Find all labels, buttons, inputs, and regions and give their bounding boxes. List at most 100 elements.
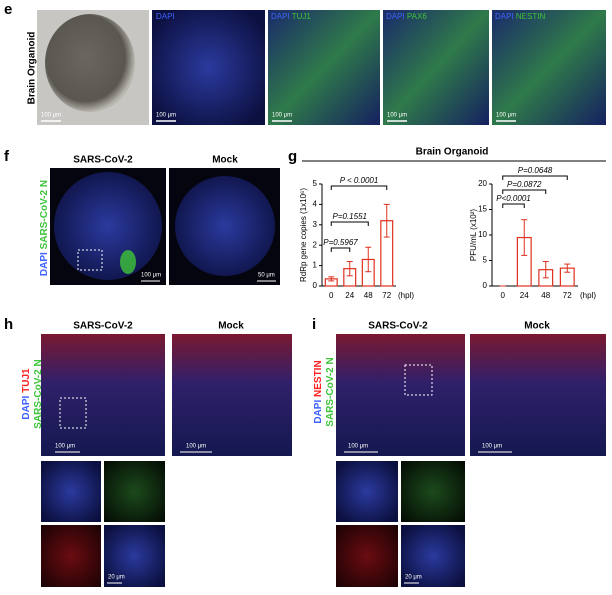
sig-bracket — [502, 175, 568, 180]
scale-label: 100 μm — [55, 444, 75, 450]
y-tick-label: 3 — [313, 220, 318, 229]
error-bar — [365, 246, 372, 273]
inset-box — [59, 397, 87, 429]
infected-region — [120, 250, 136, 274]
panel-label: i — [312, 316, 316, 333]
column-title: SARS-CoV-2 — [73, 321, 133, 332]
organoid — [45, 14, 135, 112]
stain: DAPI — [39, 252, 50, 276]
sig-label: P < 0.0001 — [340, 176, 379, 185]
sig-bracket — [502, 189, 547, 194]
scale-label: 100 μm — [141, 273, 161, 279]
scale-label: 100 μm — [272, 113, 292, 119]
inset-box — [404, 364, 433, 396]
image — [470, 334, 606, 456]
y-tick-label: 20 — [478, 179, 487, 188]
stain: PAX6 — [407, 12, 427, 21]
organoid — [175, 176, 275, 276]
x-unit: (hpl) — [580, 291, 596, 300]
y-tick-label: 0 — [313, 281, 318, 290]
y-tick-label: 5 — [483, 256, 488, 265]
error-bar — [383, 203, 390, 238]
side-label: DAPI TUJ1 — [21, 368, 32, 420]
scale-label: 100 μm — [156, 113, 176, 119]
x-tick-label: 48 — [541, 291, 550, 300]
sig-label: P=0.1551 — [333, 212, 367, 221]
stain: NESTIN — [313, 360, 324, 397]
y-axis-label: PFU/mL (x10²) — [469, 209, 478, 261]
y-tick-label: 0 — [483, 281, 488, 290]
stain-label: DAPI NESTIN — [495, 12, 545, 21]
stain: SARS-CoV-2 N — [33, 359, 44, 428]
row-label: Brain Organoid — [27, 32, 38, 105]
y-tick-label: 10 — [478, 230, 487, 239]
image — [268, 10, 380, 125]
column-title: Mock — [218, 321, 244, 332]
y-tick-label: 5 — [313, 179, 318, 188]
sig-label: P=0.0648 — [518, 166, 553, 175]
stain: TUJ1 — [292, 12, 312, 21]
scale-label: 20 μm — [405, 575, 422, 581]
column-title: Mock — [212, 155, 238, 166]
x-tick-label: 24 — [345, 291, 354, 300]
error-bar — [521, 219, 528, 256]
sig-bracket — [330, 221, 369, 226]
zoom-image — [41, 461, 101, 522]
sig-bracket — [330, 247, 351, 252]
stain: DAPI — [495, 12, 514, 21]
image — [41, 334, 165, 456]
zoom-image — [104, 525, 165, 587]
scale-label: 100 μm — [482, 444, 502, 450]
y-axis-label: RdRp gene copies (1x10⁶) — [299, 188, 308, 282]
panel-label: e — [4, 1, 12, 18]
column-title: Mock — [524, 321, 550, 332]
side-label: DAPI NESTIN — [313, 360, 324, 423]
x-tick-label: 24 — [520, 291, 529, 300]
x-tick-label: 0 — [329, 291, 334, 300]
y-tick-label: 1 — [313, 261, 318, 270]
stain: NESTIN — [516, 12, 546, 21]
stain: SARS-CoV-2 N — [39, 180, 50, 249]
image — [172, 334, 292, 456]
inset-box — [77, 249, 103, 271]
side-label: SARS-CoV-2 N — [325, 357, 336, 426]
image — [492, 10, 606, 125]
panel-label: f — [4, 148, 10, 165]
column-title: SARS-CoV-2 — [368, 321, 428, 332]
stain: DAPI — [313, 400, 324, 424]
image — [336, 334, 465, 456]
scale-label: 100 μm — [496, 113, 516, 119]
column-title: SARS-CoV-2 — [73, 155, 133, 166]
stain: DAPI — [156, 12, 175, 21]
panel-label: g — [288, 148, 297, 165]
zoom-image — [104, 461, 165, 522]
image — [383, 10, 489, 125]
stain-label: DAPI TUJ1 — [271, 12, 311, 21]
stain: SARS-CoV-2 N — [325, 357, 336, 426]
sig-label: P=0.0872 — [507, 180, 542, 189]
x-tick-label: 72 — [563, 291, 572, 300]
side-label: SARS-CoV-2 N — [33, 359, 44, 428]
error-bar — [328, 276, 335, 282]
scale-label: 20 μm — [108, 575, 125, 581]
stain-label: DAPI — [156, 12, 175, 21]
side-label: DAPI SARS-CoV-2 N — [39, 180, 50, 276]
sig-label: P=0.5967 — [323, 238, 358, 247]
sig-label: P<0.0001 — [496, 194, 530, 203]
image — [152, 10, 265, 125]
zoom-image — [401, 461, 465, 522]
zoom-image — [336, 461, 398, 522]
x-tick-label: 72 — [382, 291, 391, 300]
error-bar — [542, 261, 549, 279]
sig-bracket — [502, 203, 525, 208]
stain: DAPI — [271, 12, 290, 21]
x-unit: (hpl) — [398, 291, 414, 300]
y-tick-label: 2 — [313, 240, 318, 249]
sig-bracket — [330, 185, 388, 190]
scale-label: 50 μm — [258, 273, 275, 279]
stain-label: DAPI PAX6 — [386, 12, 427, 21]
organoid — [54, 172, 162, 280]
scale-label: 100 μm — [348, 444, 368, 450]
error-bar — [346, 261, 353, 277]
y-tick-label: 15 — [478, 205, 487, 214]
